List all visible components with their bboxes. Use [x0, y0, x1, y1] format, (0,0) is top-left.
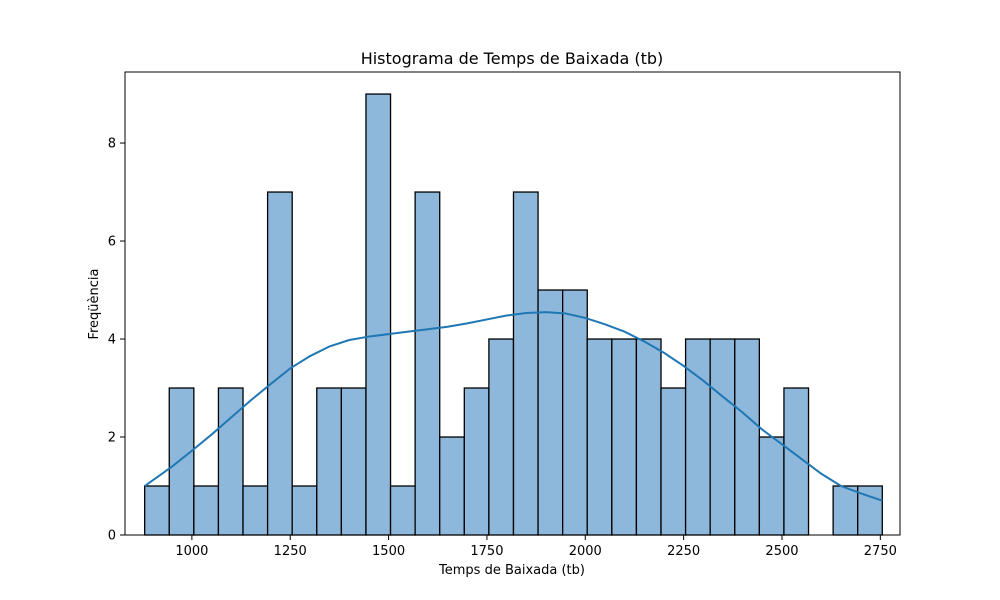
- y-tick-label: 4: [108, 333, 116, 348]
- histogram-bar: [217, 387, 244, 536]
- y-tick-label: 2: [108, 431, 116, 446]
- histogram-bar: [635, 338, 662, 536]
- histogram-bar: [242, 485, 269, 536]
- bars-group: [144, 93, 883, 536]
- histogram-bar: [586, 338, 613, 536]
- y-axis: 0 2 4 6 8: [108, 137, 125, 544]
- histogram-bar: [734, 338, 761, 536]
- chart-title: Histograma de Temps de Baixada (tb): [361, 49, 664, 68]
- histogram-bar: [562, 289, 588, 536]
- x-axis: 1000 1250 1500 1750 2000 2250 2500 2750: [175, 535, 897, 559]
- y-tick-label: 0: [108, 529, 116, 544]
- x-tick-label: 1250: [274, 544, 307, 559]
- histogram-bar: [144, 485, 170, 536]
- histogram-bar: [758, 436, 785, 536]
- histogram-bar: [660, 387, 687, 536]
- histogram-bar: [684, 338, 711, 536]
- plot-frame: [124, 71, 901, 536]
- x-tick-label: 1750: [470, 544, 503, 559]
- histogram-bar: [488, 338, 515, 536]
- histogram-bar: [414, 191, 441, 536]
- histogram-bar: [832, 485, 859, 536]
- histogram-bar: [340, 387, 367, 536]
- y-axis-label: Freqüència: [87, 268, 102, 339]
- x-tick-label: 2500: [765, 544, 798, 559]
- histogram-bar: [168, 387, 195, 536]
- y-tick-label: 8: [108, 137, 116, 152]
- x-tick-label: 2250: [667, 544, 700, 559]
- x-axis-label: Temps de Baixada (tb): [438, 563, 585, 578]
- histogram-bar: [611, 338, 638, 536]
- histogram-bar: [266, 191, 293, 536]
- x-tick-label: 1000: [175, 544, 208, 559]
- histogram-bar: [512, 191, 539, 536]
- histogram-bar: [709, 338, 736, 536]
- histogram-bar: [389, 485, 416, 536]
- x-tick-label: 1500: [372, 544, 405, 559]
- kde-curve: [144, 311, 883, 502]
- histogram-bar: [439, 436, 465, 536]
- histogram-bar: [537, 289, 564, 536]
- y-tick-label: 6: [108, 235, 116, 250]
- histogram-bar: [193, 485, 220, 536]
- histogram-bar: [365, 93, 392, 536]
- histogram-bar: [316, 387, 343, 536]
- x-tick-label: 2750: [864, 544, 897, 559]
- histogram-bar: [291, 485, 318, 536]
- histogram-bar: [463, 387, 490, 536]
- x-tick-label: 2000: [569, 544, 602, 559]
